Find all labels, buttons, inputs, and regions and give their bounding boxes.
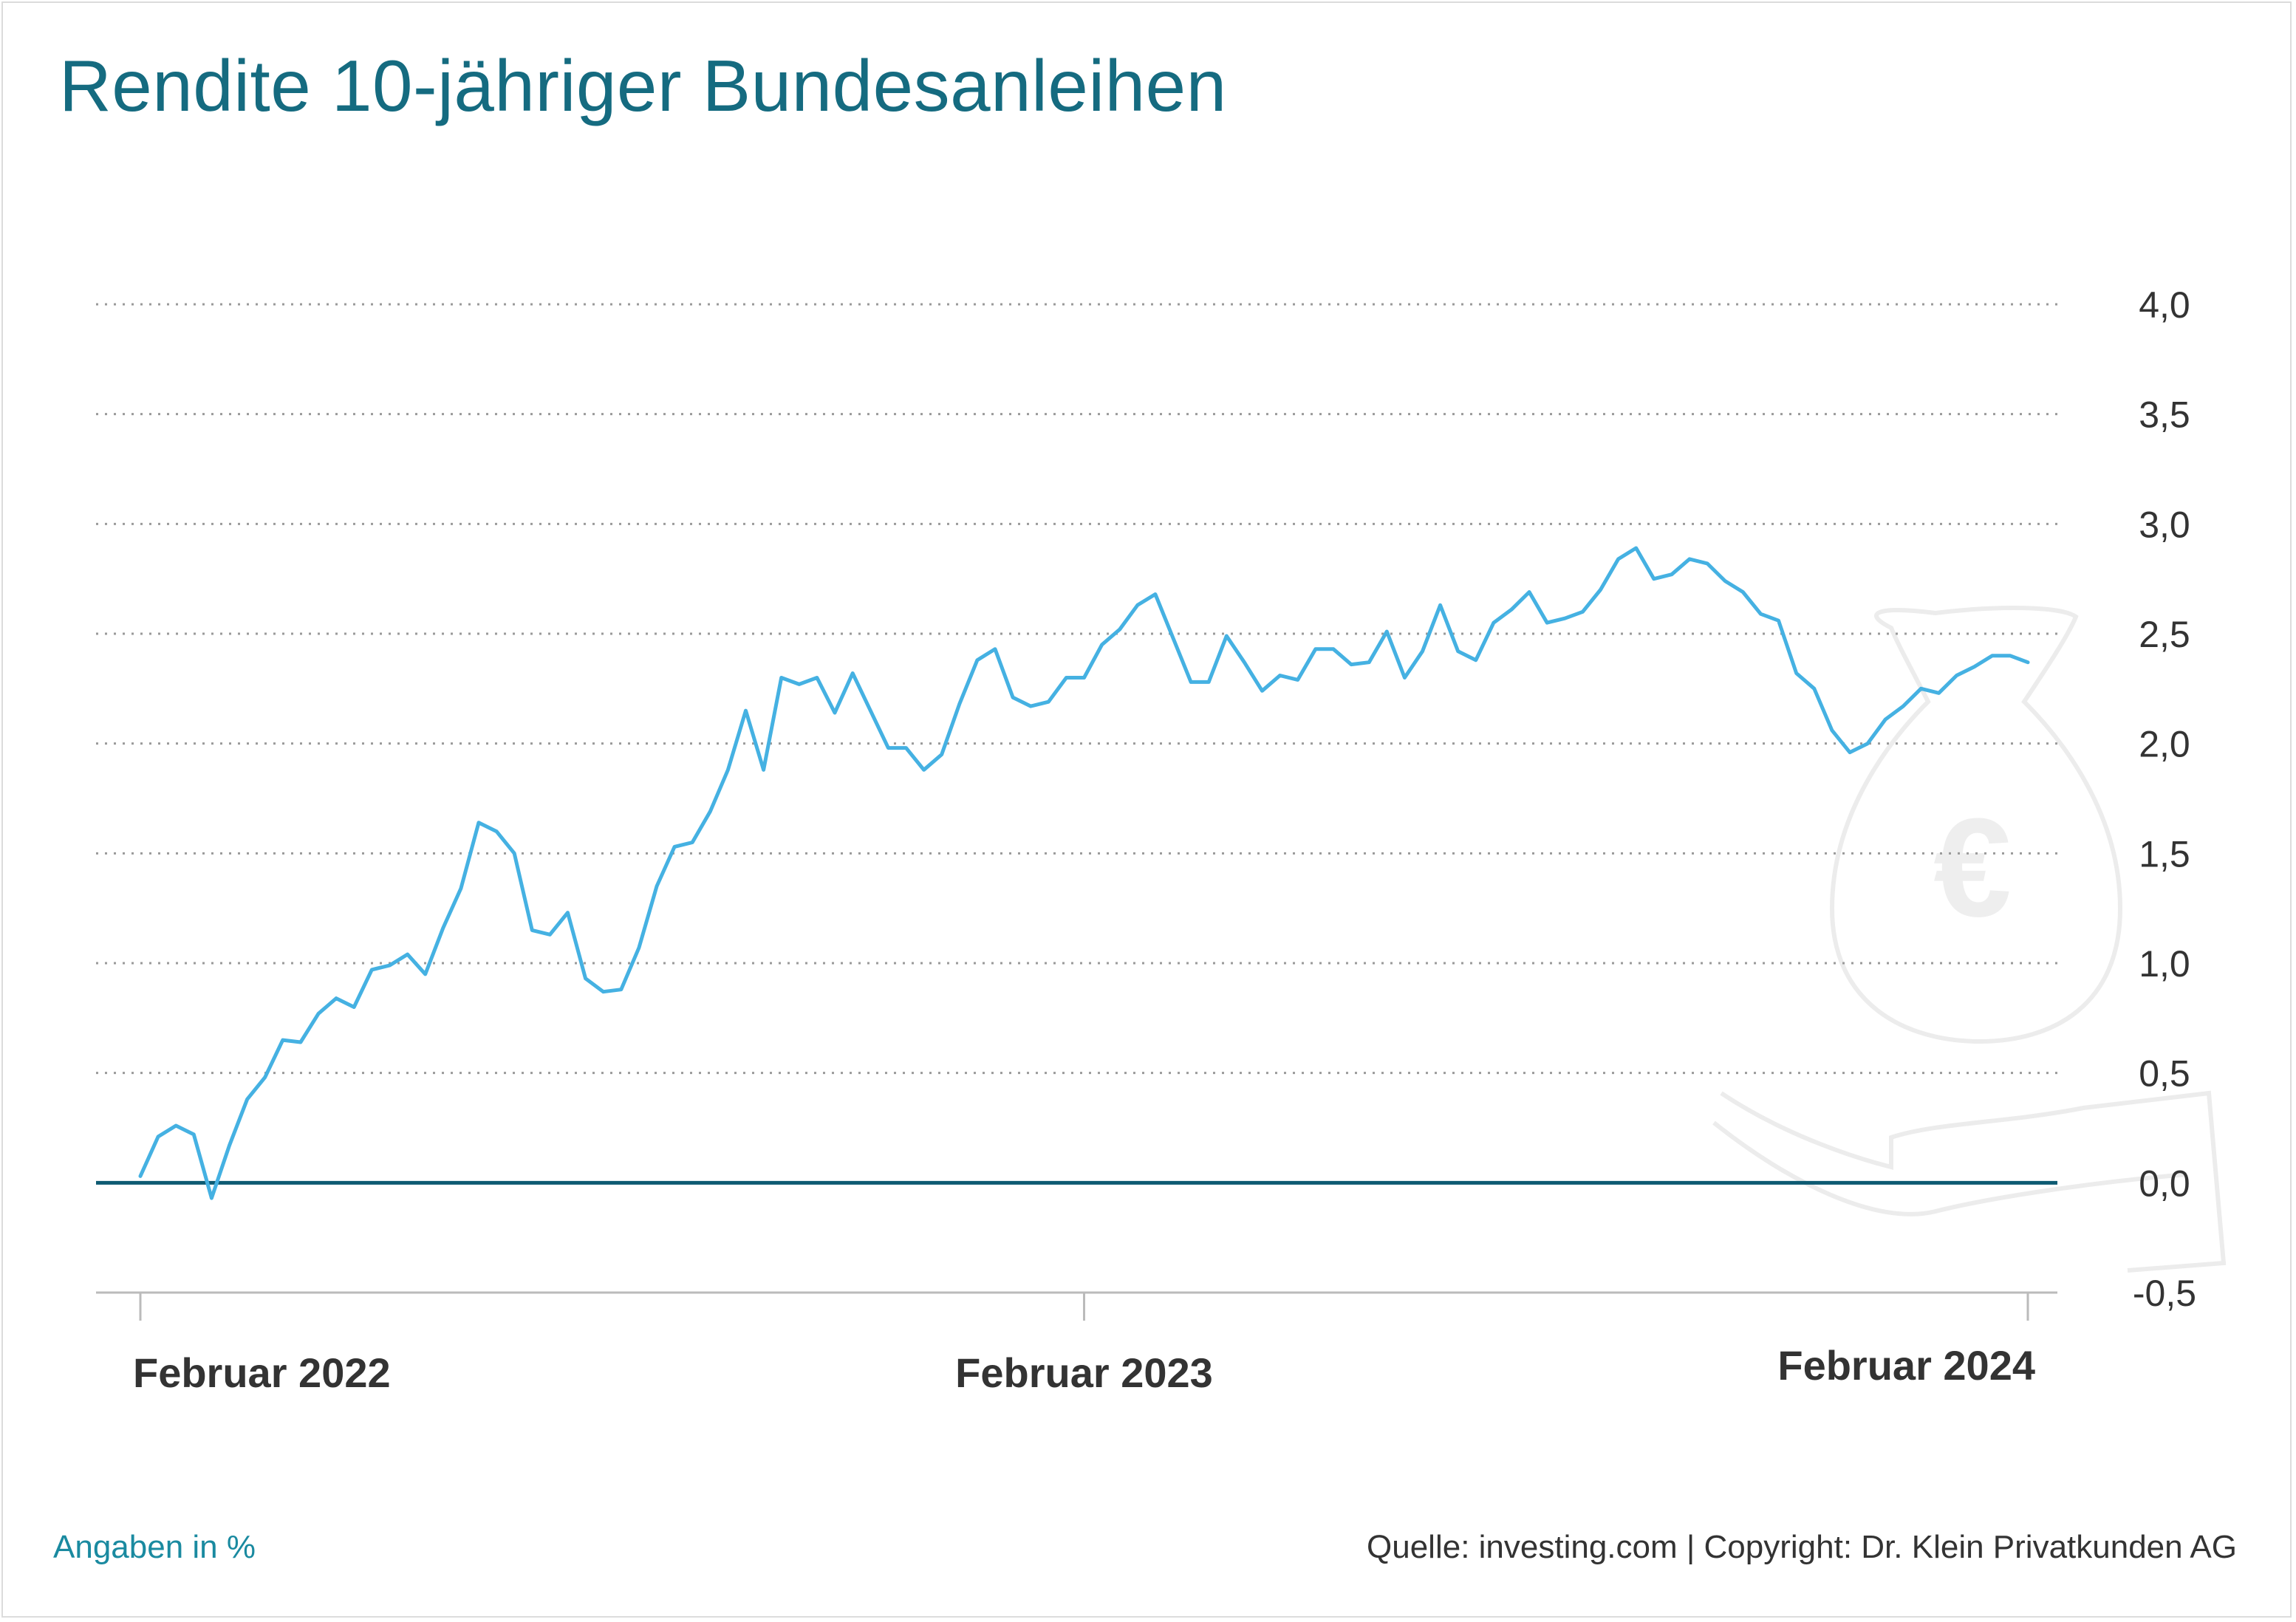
y-tick-label: 3,5 — [2139, 394, 2190, 436]
grid-lines — [96, 303, 2057, 1075]
y-tick-label: -0,5 — [2133, 1273, 2196, 1314]
axes — [96, 1180, 2057, 1294]
money-bag-watermark-icon — [1712, 606, 2227, 1273]
y-tick-label: 1,5 — [2139, 833, 2190, 875]
y-tick-label: 2,5 — [2139, 614, 2190, 655]
series-group — [138, 546, 2030, 1200]
x-tick-label: Februar 2023 — [955, 1349, 1213, 1396]
series-line — [138, 546, 2030, 1200]
y-tick-label: 2,0 — [2139, 724, 2190, 765]
chart-title: Rendite 10-jähriger Bundesanleihen — [59, 45, 1227, 126]
y-tick-label: 0,0 — [2139, 1163, 2190, 1204]
x-axis-ticks: Februar 2022 Februar 2023 Februar 2024 — [133, 1293, 2035, 1396]
x-tick-label: Februar 2022 — [133, 1349, 391, 1396]
euro-sign-icon: € — [1933, 790, 2012, 946]
y-tick-label: 1,0 — [2139, 943, 2190, 985]
y-tick-label: 0,5 — [2139, 1053, 2190, 1095]
x-tick-label: Februar 2024 — [1777, 1342, 2035, 1389]
y-tick-label: 3,0 — [2139, 504, 2190, 545]
y-tick-label: 4,0 — [2139, 284, 2190, 326]
footer-source: Quelle: investing.com | Copyright: Dr. K… — [1367, 1529, 2237, 1565]
y-axis-ticks: 4,0 3,5 3,0 2,5 2,0 1,5 1,0 0,5 0,0 -0,5 — [2133, 284, 2196, 1314]
footer-units: Angaben in % — [53, 1529, 256, 1565]
